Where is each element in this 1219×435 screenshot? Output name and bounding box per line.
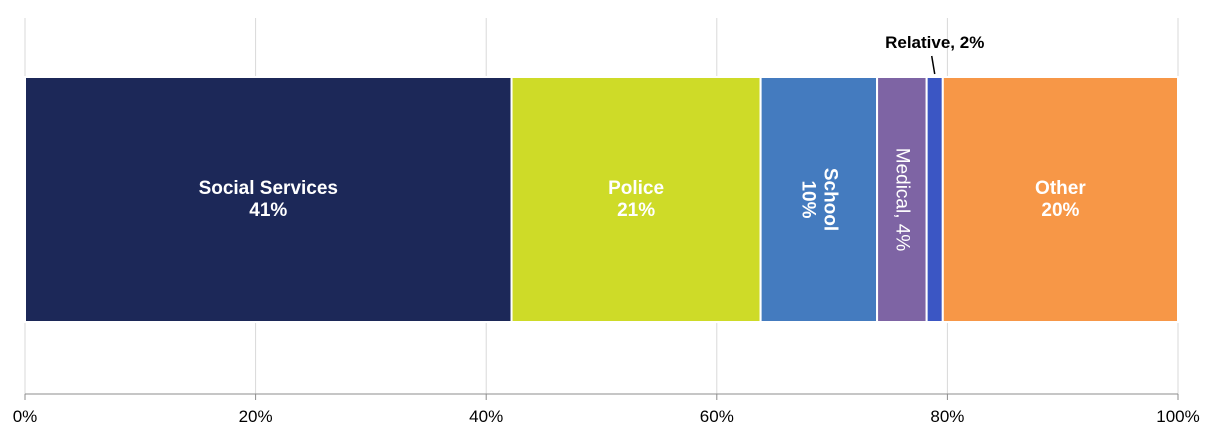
x-tick-label-3: 60% (700, 407, 734, 426)
segment-label-police: Police 21% (608, 178, 664, 221)
segment-label-social-services: Social Services 41% (199, 178, 338, 221)
segment-label-other: Other 20% (1035, 178, 1086, 221)
segment-label-school: School10% (797, 168, 840, 231)
relative-callout: Relative, 2% (885, 33, 984, 75)
segment-labels: Social Services 41% Police 21% School10% Medi… (199, 148, 1087, 252)
x-tick-label-1: 20% (239, 407, 273, 426)
x-tick-label-4: 80% (930, 407, 964, 426)
segment-label-medical: Medical, 4% (891, 148, 912, 252)
callout-leader-line (930, 55, 936, 75)
bar-segment-relative (925, 76, 944, 323)
x-tick-label-2: 40% (469, 407, 503, 426)
bar-segment-other (941, 76, 1180, 323)
bar-segments (24, 76, 1180, 323)
x-axis: 0% 20% 40% 60% 80% 100% (13, 393, 1200, 426)
bar-segment-social-services (24, 76, 513, 323)
bar-segment-medical (876, 76, 928, 323)
x-tick-label-0: 0% (13, 407, 38, 426)
x-tick-label-5: 100% (1156, 407, 1199, 426)
callout-label-relative: Relative, 2% (885, 33, 984, 52)
